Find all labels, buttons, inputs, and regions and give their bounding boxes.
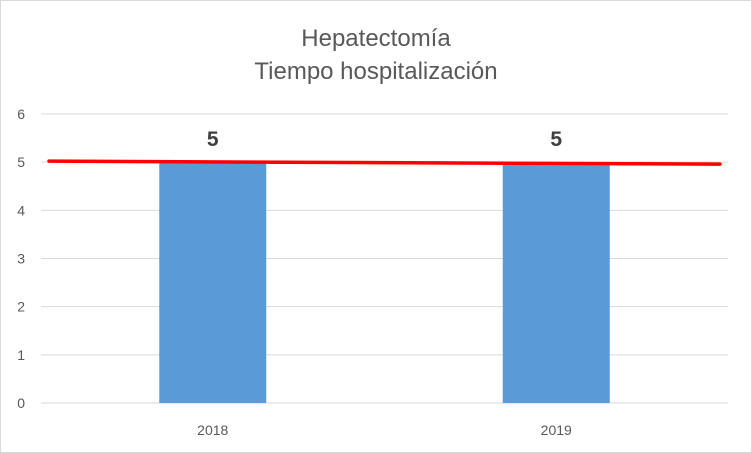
data-label: 5 [207,128,219,151]
x-tick-label: 2019 [541,422,572,438]
y-tick-label: 2 [17,299,25,315]
y-tick-label: 6 [17,106,25,122]
reference-line [47,159,722,166]
bar [159,162,267,403]
chart-title-line-1: Hepatectomía [301,25,451,52]
y-tick-label: 1 [17,347,25,363]
y-tick-label: 5 [17,154,25,170]
chart-title-line-2: Tiempo hospitalización [254,58,498,85]
bar [502,162,610,403]
y-tick-label: 0 [17,395,25,411]
x-tick-label: 2018 [197,422,228,438]
data-label: 5 [550,128,562,151]
y-tick-label: 3 [17,251,25,267]
chart-title: Hepatectomía Tiempo hospitalización [0,22,752,88]
y-tick-label: 4 [17,202,25,218]
